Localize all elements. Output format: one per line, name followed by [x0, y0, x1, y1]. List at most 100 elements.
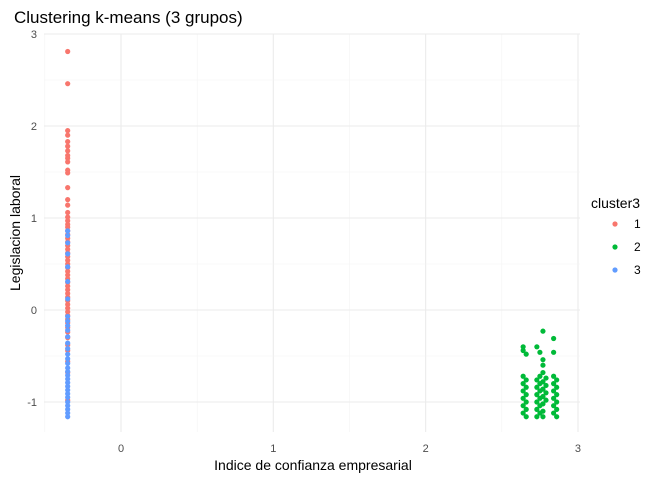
- point-cluster-2: [520, 403, 526, 409]
- point-cluster-1: [65, 257, 71, 263]
- point-cluster-2: [554, 406, 560, 412]
- point-cluster-3: [65, 391, 71, 397]
- point-cluster-2: [523, 406, 529, 412]
- point-cluster-2: [554, 392, 560, 398]
- point-cluster-3: [65, 240, 71, 246]
- point-cluster-2: [540, 362, 546, 368]
- point-cluster-2: [543, 375, 549, 381]
- chart-title: Clustering k-means (3 grupos): [14, 8, 243, 27]
- point-cluster-2: [540, 379, 546, 385]
- point-cluster-3: [65, 251, 71, 257]
- point-cluster-3: [65, 383, 71, 389]
- y-axis-title: Legislacion laboral: [7, 175, 23, 291]
- grid: [44, 33, 580, 432]
- point-cluster-2: [551, 381, 557, 387]
- point-cluster-2: [520, 388, 526, 394]
- point-cluster-2: [554, 377, 560, 383]
- point-cluster-3: [65, 394, 71, 400]
- point-cluster-2: [523, 351, 529, 357]
- point-cluster-2: [520, 373, 526, 379]
- point-cluster-2: [543, 382, 549, 389]
- point-cluster-1: [65, 224, 71, 230]
- point-cluster-3: [65, 278, 71, 285]
- point-cluster-3: [65, 410, 71, 416]
- point-cluster-2: [520, 347, 526, 354]
- y-tick-label: 0: [31, 305, 37, 317]
- point-cluster-2: [551, 335, 557, 342]
- point-cluster-2: [534, 392, 540, 398]
- point-cluster-3: [65, 232, 71, 239]
- legend-key-1: [612, 221, 618, 227]
- legend-label-1: 1: [634, 217, 641, 231]
- point-cluster-2: [537, 349, 543, 355]
- x-tick-label: 2: [423, 443, 429, 455]
- point-cluster-1: [65, 128, 71, 134]
- point-cluster-1: [65, 268, 71, 274]
- point-cluster-3: [65, 334, 71, 340]
- x-tick-label: 3: [575, 443, 581, 455]
- point-cluster-2: [554, 414, 560, 420]
- point-cluster-2: [551, 349, 557, 355]
- point-cluster-2: [540, 393, 546, 400]
- y-tick-labels: -1 0 1 2 3: [27, 29, 37, 409]
- x-tick-label: 1: [270, 443, 276, 455]
- point-cluster-1: [65, 290, 71, 297]
- legend-title: cluster3: [591, 195, 640, 211]
- point-cluster-3: [65, 228, 71, 234]
- point-cluster-2: [523, 414, 529, 420]
- point-cluster-3: [65, 369, 71, 375]
- point-cluster-2: [534, 406, 540, 412]
- point-cluster-1: [65, 185, 71, 191]
- point-cluster-3: [65, 387, 71, 393]
- point-cluster-2: [540, 408, 546, 414]
- point-cluster-1: [65, 218, 71, 224]
- point-cluster-1: [65, 132, 71, 138]
- point-cluster-2: [520, 344, 526, 350]
- point-cluster-3: [65, 403, 71, 409]
- point-cluster-2: [543, 397, 549, 403]
- point-cluster-2: [534, 399, 540, 405]
- point-cluster-2: [551, 403, 557, 409]
- y-tick-label: 2: [31, 121, 37, 133]
- point-cluster-1: [65, 143, 71, 149]
- point-cluster-1: [65, 202, 71, 208]
- point-cluster-2: [551, 395, 557, 401]
- point-cluster-1: [65, 155, 71, 161]
- data-points: [65, 48, 560, 420]
- point-cluster-2: [537, 373, 543, 379]
- point-cluster-2: [540, 414, 546, 420]
- point-cluster-3: [65, 296, 71, 302]
- point-cluster-3: [65, 340, 71, 346]
- point-cluster-3: [65, 346, 71, 352]
- point-cluster-3: [65, 406, 71, 412]
- point-cluster-2: [540, 328, 546, 334]
- point-cluster-1: [65, 48, 71, 55]
- point-cluster-3: [65, 351, 71, 357]
- point-cluster-2: [534, 344, 540, 350]
- point-cluster-2: [534, 414, 540, 420]
- point-cluster-2: [540, 369, 546, 376]
- point-cluster-1: [65, 301, 71, 308]
- legend: cluster3 1 2 3: [591, 195, 641, 277]
- point-cluster-3: [65, 356, 71, 362]
- x-axis-title: Indice de confianza empresarial: [214, 457, 412, 473]
- point-cluster-2: [523, 392, 529, 398]
- point-cluster-2: [551, 373, 557, 379]
- legend-key-2: [612, 244, 618, 250]
- point-cluster-3: [65, 380, 71, 386]
- point-cluster-1: [65, 170, 71, 176]
- point-cluster-1: [65, 283, 71, 289]
- point-cluster-1: [65, 159, 71, 165]
- point-cluster-2: [540, 386, 546, 392]
- point-cluster-2: [554, 399, 560, 405]
- point-cluster-1: [65, 148, 71, 154]
- point-cluster-2: [520, 395, 526, 401]
- point-cluster-2: [523, 399, 529, 405]
- point-cluster-3: [65, 323, 71, 329]
- point-cluster-2: [551, 388, 557, 394]
- y-tick-label: 1: [31, 213, 37, 225]
- x-tick-label: 0: [118, 443, 124, 455]
- x-tick-labels: 0 1 2 3: [118, 443, 581, 455]
- point-cluster-2: [520, 381, 526, 387]
